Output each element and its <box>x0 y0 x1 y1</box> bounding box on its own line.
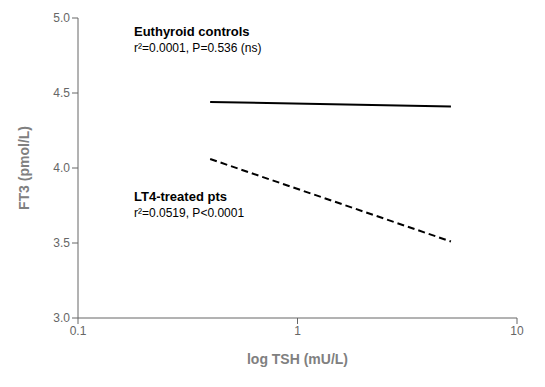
svg-text:4.5: 4.5 <box>53 86 70 100</box>
svg-text:3.0: 3.0 <box>53 311 70 325</box>
svg-text:10: 10 <box>510 324 524 338</box>
html-text:r²=0.0519, P<0.0001: r²=0.0519, P<0.0001 <box>134 206 245 220</box>
svg-text:log TSH (mU/L): log TSH (mU/L) <box>247 351 348 367</box>
svg-text:FT3 (pmol/L): FT3 (pmol/L) <box>16 126 32 210</box>
svg-text:3.5: 3.5 <box>53 236 70 250</box>
html-text:Euthyroid controls: Euthyroid controls <box>134 24 250 39</box>
svg-text:0.1: 0.1 <box>70 324 87 338</box>
svg-text:4.0: 4.0 <box>53 161 70 175</box>
svg-text:1: 1 <box>294 324 301 338</box>
html-text:r²=0.0001, P=0.536 (ns): r²=0.0001, P=0.536 (ns) <box>134 41 262 55</box>
svg-text:5.0: 5.0 <box>53 11 70 25</box>
html-text:LT4-treated pts: LT4-treated pts <box>134 189 227 204</box>
